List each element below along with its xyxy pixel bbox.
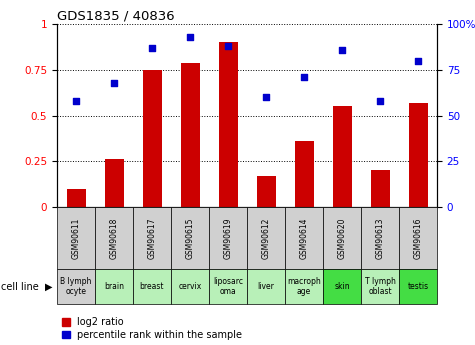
Bar <box>171 207 209 269</box>
Bar <box>247 269 285 304</box>
Point <box>110 80 118 86</box>
Text: GSM90620: GSM90620 <box>338 217 346 259</box>
Bar <box>209 269 247 304</box>
Point <box>262 95 270 100</box>
Bar <box>256 176 275 207</box>
Bar <box>285 207 323 269</box>
Text: cervix: cervix <box>179 282 201 291</box>
Bar <box>133 207 171 269</box>
Bar <box>399 269 437 304</box>
Point <box>224 43 232 49</box>
Point <box>186 34 194 40</box>
Bar <box>285 269 323 304</box>
Point <box>148 45 156 51</box>
Bar <box>104 159 124 207</box>
Text: GSM90619: GSM90619 <box>224 217 232 259</box>
Bar <box>361 207 399 269</box>
Bar <box>247 207 285 269</box>
Bar <box>294 141 314 207</box>
Text: GSM90616: GSM90616 <box>414 217 422 259</box>
Text: liver: liver <box>257 282 275 291</box>
Bar <box>323 207 361 269</box>
Bar <box>95 207 133 269</box>
Bar <box>209 207 247 269</box>
Point <box>338 47 346 52</box>
Bar <box>95 269 133 304</box>
Text: breast: breast <box>140 282 164 291</box>
Text: cell line  ▶: cell line ▶ <box>1 282 52 291</box>
Text: GSM90611: GSM90611 <box>72 217 80 259</box>
Bar <box>323 269 361 304</box>
Text: liposarc
oma: liposarc oma <box>213 277 243 296</box>
Text: macroph
age: macroph age <box>287 277 321 296</box>
Point <box>300 75 308 80</box>
Bar <box>370 170 389 207</box>
Bar <box>57 269 95 304</box>
Text: GSM90612: GSM90612 <box>262 217 270 259</box>
Text: testis: testis <box>408 282 428 291</box>
Bar <box>361 269 399 304</box>
Bar <box>57 207 95 269</box>
Bar <box>332 106 352 207</box>
Bar <box>66 189 85 207</box>
Text: GSM90617: GSM90617 <box>148 217 156 259</box>
Point <box>376 98 384 104</box>
Bar <box>142 70 162 207</box>
Point <box>72 98 80 104</box>
Text: GSM90613: GSM90613 <box>376 217 384 259</box>
Text: GSM90615: GSM90615 <box>186 217 194 259</box>
Bar <box>218 42 238 207</box>
Bar <box>408 103 428 207</box>
Text: skin: skin <box>334 282 350 291</box>
Text: B lymph
ocyte: B lymph ocyte <box>60 277 92 296</box>
Bar <box>133 269 171 304</box>
Bar <box>171 269 209 304</box>
Point <box>414 58 422 63</box>
Text: GDS1835 / 40836: GDS1835 / 40836 <box>57 10 175 23</box>
Text: T lymph
oblast: T lymph oblast <box>365 277 395 296</box>
Bar <box>399 207 437 269</box>
Text: GSM90614: GSM90614 <box>300 217 308 259</box>
Text: GSM90618: GSM90618 <box>110 217 118 259</box>
Legend: log2 ratio, percentile rank within the sample: log2 ratio, percentile rank within the s… <box>62 317 242 340</box>
Bar <box>180 62 200 207</box>
Text: brain: brain <box>104 282 124 291</box>
